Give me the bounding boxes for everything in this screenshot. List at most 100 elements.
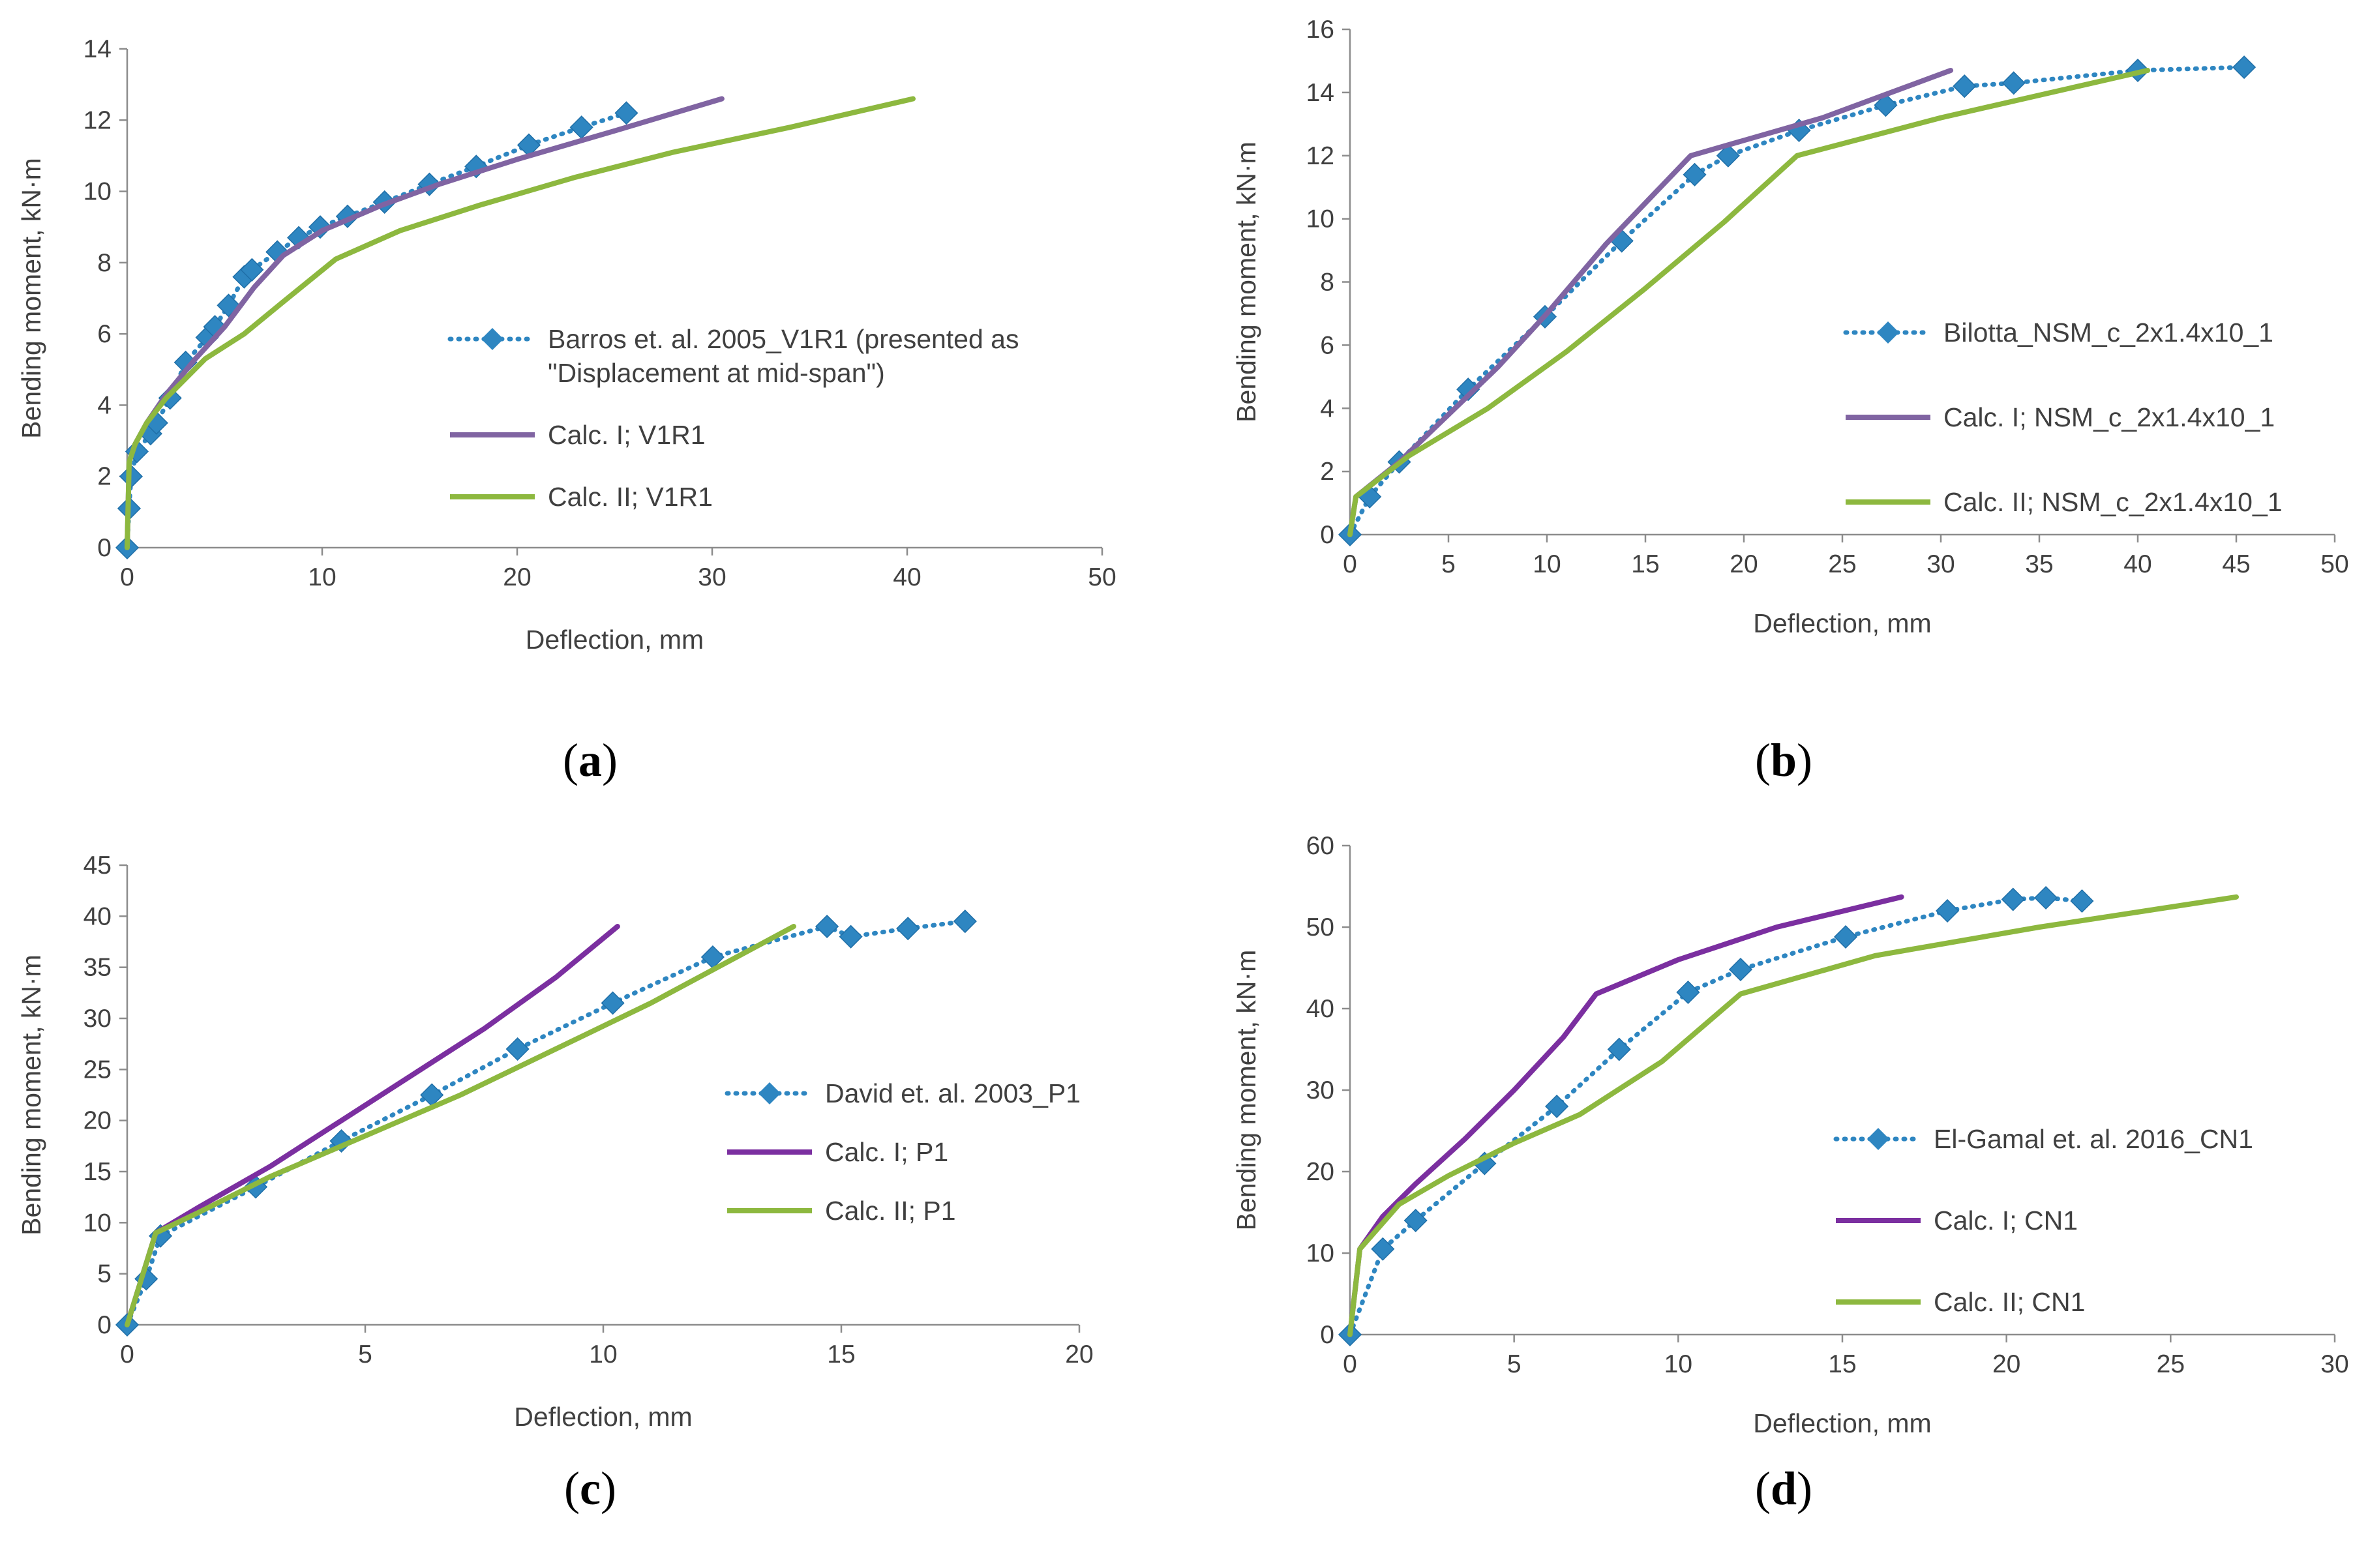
data-point-marker: [1936, 898, 1960, 923]
legend-label: Calc. II; V1R1: [548, 482, 713, 512]
y-tick-label: 12: [83, 106, 112, 134]
legend-swatch-marker: [481, 328, 503, 350]
panel-label-letter: c: [580, 1462, 601, 1515]
data-point-marker: [601, 991, 625, 1015]
y-tick-label: 20: [1306, 1158, 1334, 1186]
legend-label: Calc. I; P1: [825, 1137, 948, 1167]
y-tick-label: 8: [1320, 269, 1334, 297]
x-axis-title: Deflection, mm: [1753, 608, 1931, 638]
chart-panel-b: 0 5 10 15 20 25 30 35 40 45 50 0 2 4 6 8 10 12 14 16 Deflect…: [1184, 0, 2367, 786]
x-tick-label: 10: [308, 563, 336, 591]
data-point-marker: [240, 258, 264, 282]
data-point-marker: [1545, 1094, 1569, 1119]
x-axis-title: Deflection, mm: [1753, 1408, 1931, 1438]
y-tick-label: 30: [83, 1005, 112, 1033]
y-axis-title: Bending moment, kN·m: [16, 158, 46, 439]
data-point-marker: [1683, 162, 1707, 186]
x-tick-label: 40: [2123, 550, 2151, 578]
series-line-calc-ii: [125, 96, 916, 550]
y-tick-label: 0: [1320, 521, 1334, 549]
x-tick-label: 25: [1828, 550, 1856, 578]
data-point-marker: [896, 917, 920, 941]
y-axis-title: Bending moment, kN·m: [16, 954, 46, 1235]
data-point-marker: [1676, 980, 1700, 1005]
y-tick-label: 10: [1306, 1239, 1334, 1267]
y-tick-label: 30: [1306, 1076, 1334, 1104]
y-tick-label: 5: [97, 1260, 112, 1288]
data-point-marker: [1716, 143, 1740, 168]
data-point-marker: [1833, 925, 1858, 949]
y-tick-label: 50: [1306, 913, 1334, 941]
y-tick-label: 2: [97, 463, 112, 491]
chart-panel-c: 0 5 10 15 20 0 5 10 15 20 25 30 35 40 45 Deflection, mm…: [0, 784, 1184, 1567]
legend-label: David et. al. 2003_P1: [825, 1078, 1081, 1108]
y-tick-label: 4: [97, 391, 112, 419]
x-tick-label: 20: [503, 563, 531, 591]
data-point-marker: [1874, 93, 1898, 117]
x-tick-label: 35: [2025, 550, 2053, 578]
x-tick-label: 0: [120, 563, 134, 591]
y-tick-label: 0: [1320, 1321, 1334, 1349]
data-point-marker: [614, 101, 638, 125]
x-tick-label: 30: [1926, 550, 1955, 578]
panel-label-letter: a: [578, 734, 602, 786]
chart-d-svg: 0 5 10 15 20 25 30 0 10 20 30 40 50 60 Deflection, mm B…: [1231, 832, 2349, 1515]
y-tick-label: 14: [83, 35, 112, 63]
x-axis-title: Deflection, mm: [514, 1402, 692, 1432]
x-tick-label: 20: [1065, 1340, 1093, 1368]
panel-label: (b): [1755, 734, 1812, 786]
chart-a-svg: 0 10 20 30 40 50 0 2 4 6 8 10 12 14 Deflection, mm Bend…: [16, 35, 1117, 786]
chart-panel-d: 0 5 10 15 20 25 30 0 10 20 30 40 50 60 Deflection, mm B…: [1184, 784, 2367, 1567]
x-tick-label: 10: [589, 1340, 617, 1368]
x-axis-title: Deflection, mm: [526, 625, 704, 655]
x-tick-label: 30: [2320, 1350, 2348, 1378]
legend-label: "Displacement at mid-span"): [548, 358, 885, 388]
y-tick-label: 25: [83, 1056, 112, 1084]
y-tick-label: 10: [1306, 205, 1334, 233]
data-point-marker: [1607, 1037, 1631, 1061]
x-tick-label: 20: [1730, 550, 1758, 578]
data-point-marker: [2070, 889, 2094, 913]
y-tick-label: 40: [83, 902, 112, 930]
y-tick-label: 35: [83, 954, 112, 982]
data-point-marker: [1728, 957, 1753, 982]
series-line-calc-ii: [1347, 68, 2151, 537]
data-point-marker: [953, 910, 977, 934]
y-tick-label: 12: [1306, 142, 1334, 170]
x-tick-label: 0: [1343, 550, 1357, 578]
y-tick-label: 8: [97, 249, 112, 277]
x-tick-label: 5: [1507, 1350, 1521, 1378]
x-tick-label: 50: [1088, 563, 1116, 591]
legend-label: Calc. I; NSM_c_2x1.4x10_1: [1943, 402, 2275, 432]
panel-label-letter: b: [1771, 734, 1797, 786]
y-tick-label: 0: [97, 1311, 112, 1339]
x-tick-label: 45: [2222, 550, 2250, 578]
y-tick-label: 6: [97, 320, 112, 348]
y-tick-label: 10: [83, 1209, 112, 1237]
y-tick-label: 14: [1306, 79, 1334, 107]
data-point-marker: [2232, 55, 2256, 80]
y-tick-label: 0: [97, 534, 112, 562]
series-line-calc-ii: [125, 924, 796, 1327]
x-tick-label: 50: [2320, 550, 2348, 578]
legend-label: Barros et. al. 2005_V1R1 (presented as: [548, 324, 1019, 354]
legend-label: Calc. I; V1R1: [548, 420, 706, 450]
y-tick-label: 6: [1320, 331, 1334, 359]
data-point-marker: [505, 1037, 530, 1061]
data-point-marker: [815, 914, 839, 939]
x-tick-label: 15: [1631, 550, 1659, 578]
legend-swatch-marker: [758, 1082, 781, 1104]
legend-label: Bilotta_NSM_c_2x1.4x10_1: [1943, 318, 2273, 348]
legend-label: El-Gamal et. al. 2016_CN1: [1934, 1124, 2253, 1154]
legend-label: Calc. I; CN1: [1934, 1206, 2078, 1235]
x-tick-label: 40: [893, 563, 921, 591]
x-tick-label: 30: [698, 563, 726, 591]
data-point-marker: [839, 925, 863, 949]
x-tick-label: 15: [827, 1340, 855, 1368]
chart-b-svg: 0 5 10 15 20 25 30 35 40 45 50 0 2 4 6 8 10 12 14 16 Deflect…: [1231, 16, 2349, 786]
legend-label: Calc. II; NSM_c_2x1.4x10_1: [1943, 487, 2283, 517]
panel-label: (c): [564, 1462, 616, 1515]
data-point-marker: [1371, 1237, 1395, 1261]
series-line-calc-i: [1347, 894, 1904, 1337]
y-tick-label: 16: [1306, 16, 1334, 44]
